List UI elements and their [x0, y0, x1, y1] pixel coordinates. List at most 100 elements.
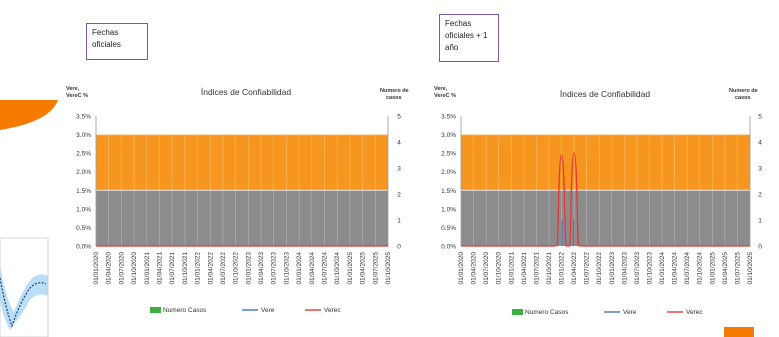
left-tick-label: 0.5% — [76, 225, 91, 232]
left-tick-label: 3.5% — [76, 114, 91, 121]
x-tick-label: 01/01/2024 — [296, 252, 303, 285]
legend-label: Numero Casos — [163, 307, 207, 314]
legend-label: Vere — [261, 307, 275, 314]
note-line: Fechas — [445, 19, 472, 28]
chart-title: Índices de Confiabilidad — [560, 89, 651, 99]
x-tick-label: 01/07/2022 — [220, 252, 227, 285]
right-tick-label: 5 — [758, 114, 762, 121]
x-tick-label: 01/01/2023 — [245, 252, 252, 285]
x-tick-label: 01/01/2024 — [659, 252, 666, 285]
legend-label: Verec — [686, 309, 703, 316]
legend: Numero Casos Vere Verec — [150, 307, 341, 314]
right-tick-label: 4 — [397, 140, 401, 147]
right-tick-label: 5 — [397, 114, 401, 121]
x-tick-label: 01/01/2023 — [609, 252, 616, 285]
x-tick-label: 01/07/2023 — [634, 252, 641, 285]
background-fragments — [0, 100, 754, 337]
left-tick-label: 1.5% — [76, 188, 91, 195]
left-tick-label: 0.0% — [76, 244, 91, 251]
legend: Numero Casos Vere Verec — [512, 309, 703, 316]
x-tick-label: 01/07/2025 — [734, 252, 741, 285]
x-tick-label: 01/10/2022 — [596, 252, 603, 285]
note-line: oficiales — [92, 40, 121, 49]
left-axis-title-line: VereC % — [66, 93, 88, 99]
left-tick-label: 2.0% — [441, 169, 456, 176]
note-box-official-dates: Fechas oficiales — [86, 23, 148, 60]
x-tick-label: 01/04/2022 — [571, 252, 578, 285]
x-tick-label: 01/04/2025 — [360, 252, 367, 285]
left-tick-label: 2.0% — [76, 169, 91, 176]
x-tick-label: 01/07/2021 — [169, 252, 176, 285]
x-tick-label: 01/10/2024 — [334, 252, 341, 285]
right-axis-title-line: casos — [735, 95, 751, 101]
left-tick-label: 3.0% — [76, 132, 91, 139]
gray-band — [461, 190, 750, 246]
note-line: Fechas — [92, 28, 119, 37]
gray-band — [96, 190, 388, 246]
left-tick-label: 2.5% — [76, 151, 91, 158]
right-tick-label: 1 — [758, 218, 762, 225]
left-tick-label: 2.5% — [441, 151, 456, 158]
x-tick-label: 01/04/2024 — [309, 252, 316, 285]
x-tick-label: 01/10/2021 — [182, 252, 189, 285]
x-tick-label: 01/10/2023 — [646, 252, 653, 285]
left-axis-title-line: Vere, — [434, 86, 448, 92]
right-tick-label: 1 — [397, 218, 401, 225]
x-tick-label: 01/04/2024 — [672, 252, 679, 285]
right-axis-title-line: casos — [386, 95, 402, 101]
x-tick-label: 01/01/2021 — [508, 252, 515, 285]
right-tick-label: 4 — [758, 140, 762, 147]
orange-wedge-shape — [0, 100, 58, 130]
x-tick-label: 01/10/2025 — [747, 252, 754, 285]
x-tick-label: 01/07/2022 — [584, 252, 591, 285]
legend-label: Vere — [623, 309, 637, 316]
reliability-chart-official-plus-year: Índices de Confiabilidad Vere,VereC % Nume… — [434, 86, 762, 316]
x-tick-label: 01/04/2020 — [106, 252, 113, 285]
x-tick-label: 01/01/2020 — [458, 252, 465, 285]
x-tick-label: 01/10/2025 — [385, 252, 392, 285]
x-tick-label: 01/04/2025 — [722, 252, 729, 285]
verec-line — [556, 152, 580, 247]
orange-band — [96, 134, 388, 191]
right-tick-label: 3 — [397, 166, 401, 173]
right-tick-label: 2 — [758, 192, 762, 199]
note-line: oficiales + 1 — [445, 31, 488, 40]
left-tick-label: 3.0% — [441, 132, 456, 139]
x-tick-label: 01/10/2024 — [697, 252, 704, 285]
left-tick-label: 0.5% — [441, 225, 456, 232]
x-tick-label: 01/04/2023 — [258, 252, 265, 285]
legend-label: Verec — [324, 307, 341, 314]
left-axis-title-line: VereC % — [434, 93, 456, 99]
left-axis-title-line: Vere, — [66, 86, 80, 92]
note-line: año — [445, 43, 459, 52]
x-tick-label: 01/04/2021 — [156, 252, 163, 285]
legend-swatch-casos — [150, 307, 161, 313]
right-tick-label: 0 — [397, 244, 401, 251]
x-tick-label: 01/07/2023 — [271, 252, 278, 285]
left-tick-label: 1.0% — [441, 206, 456, 213]
x-tick-label: 01/07/2025 — [372, 252, 379, 285]
x-tick-label: 01/04/2022 — [207, 252, 214, 285]
left-tick-label: 1.5% — [441, 188, 456, 195]
x-tick-label: 01/01/2022 — [559, 252, 566, 285]
note-box-official-dates-plus-year: Fechas oficiales + 1 año — [439, 14, 499, 62]
chart-title: Índices de Confiabilidad — [201, 87, 292, 97]
left-tick-label: 3.5% — [441, 114, 456, 121]
x-tick-label: 01/10/2020 — [496, 252, 503, 285]
orange-corner-shape — [724, 327, 754, 337]
x-tick-label: 01/04/2023 — [621, 252, 628, 285]
x-tick-label: 01/07/2020 — [118, 252, 125, 285]
inset-dashed-line — [0, 277, 47, 328]
x-tick-label: 01/07/2024 — [322, 252, 329, 285]
orange-band — [461, 134, 750, 191]
legend-swatch-casos — [512, 309, 523, 315]
x-tick-label: 01/10/2021 — [546, 252, 553, 285]
x-tick-label: 01/07/2020 — [483, 252, 490, 285]
x-tick-label: 01/01/2025 — [709, 252, 716, 285]
x-tick-label: 01/10/2023 — [283, 252, 290, 285]
left-tick-label: 1.0% — [76, 206, 91, 213]
inset-confidence-band — [0, 266, 48, 330]
x-tick-label: 01/07/2024 — [684, 252, 691, 285]
x-tick-label: 01/04/2021 — [521, 252, 528, 285]
